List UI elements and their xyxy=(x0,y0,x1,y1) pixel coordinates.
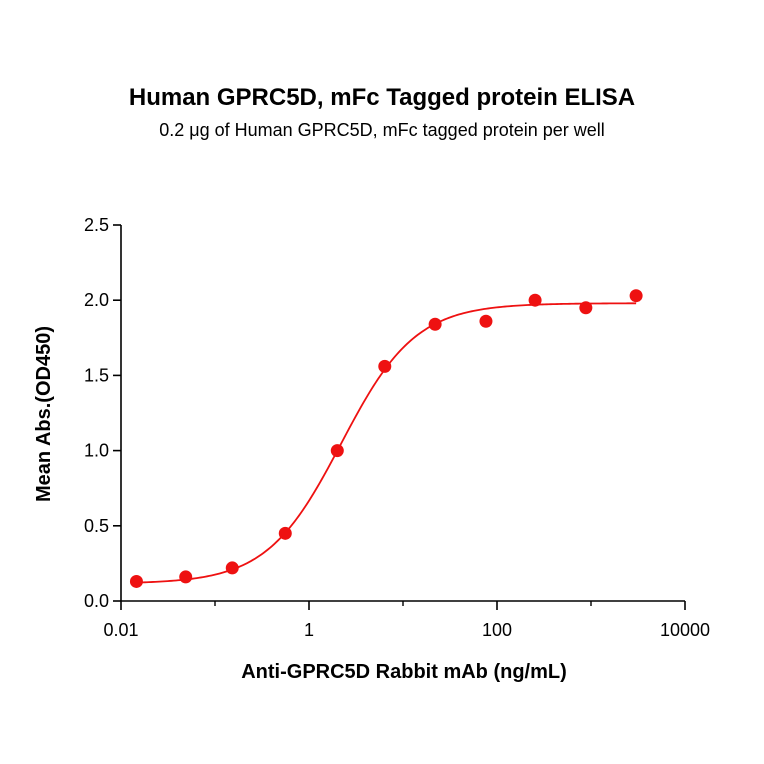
data-point xyxy=(330,444,344,458)
data-point xyxy=(225,561,239,575)
x-tick-label: 0.01 xyxy=(103,620,138,640)
chart-title: Human GPRC5D, mFc Tagged protein ELISA xyxy=(128,84,636,111)
y-tick-label: 0.5 xyxy=(84,516,109,536)
x-tick-label: 100 xyxy=(482,620,512,640)
y-tick-label: 2.5 xyxy=(84,215,109,235)
data-point xyxy=(528,293,542,307)
data-point xyxy=(378,359,392,373)
data-point xyxy=(579,301,593,315)
chart-subtitle: 0.2 μg of Human GPRC5D, mFc tagged prote… xyxy=(159,120,605,140)
data-point xyxy=(629,289,643,303)
axes: 0.0 0.5 1.0 1.5 2.0 2.5 0.01 1 100 10000 xyxy=(84,215,710,640)
x-axis-title: Anti-GPRC5D Rabbit mAb (ng/mL) xyxy=(241,661,567,683)
data-points-layer xyxy=(129,289,643,588)
data-point xyxy=(179,570,193,584)
data-point xyxy=(129,574,143,588)
y-tick-label: 1.5 xyxy=(84,365,109,385)
fit-curve-layer xyxy=(136,302,637,584)
y-tick-label: 1.0 xyxy=(84,441,109,461)
x-tick-label: 10000 xyxy=(660,620,710,640)
y-tick-label: 2.0 xyxy=(84,290,109,310)
data-point xyxy=(479,314,493,328)
data-point xyxy=(278,526,292,540)
y-axis-title: Mean Abs.(OD450) xyxy=(33,326,55,502)
data-point xyxy=(428,317,442,331)
y-tick-label: 0.0 xyxy=(84,591,109,611)
x-tick-label: 1 xyxy=(304,620,314,640)
fit-curve xyxy=(136,302,637,584)
